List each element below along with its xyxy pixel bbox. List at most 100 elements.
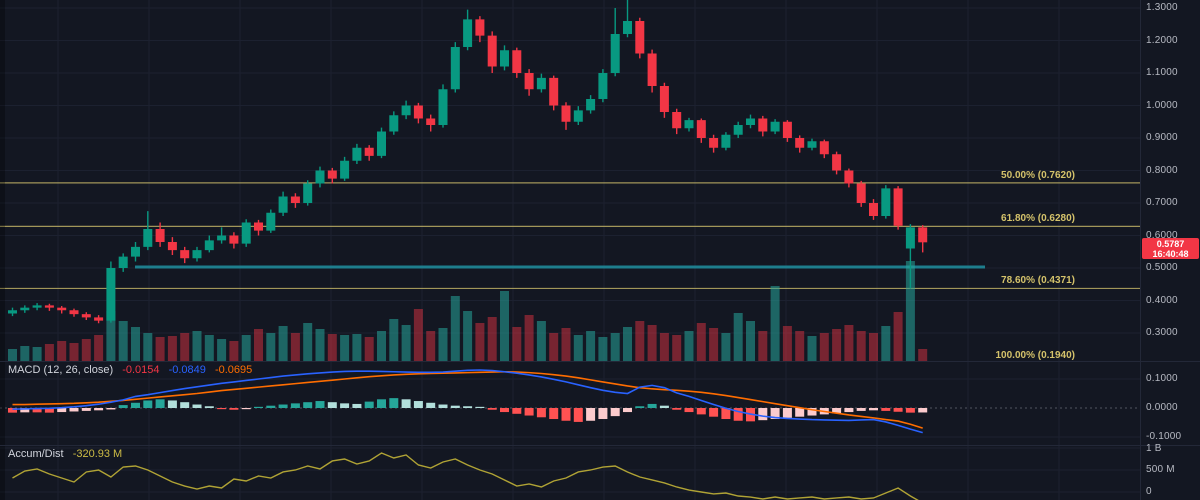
fib-level-label[interactable]: 50.00% (0.7620) bbox=[1001, 169, 1075, 181]
fib-level-label[interactable]: 100.00% (0.1940) bbox=[995, 350, 1075, 361]
macd-histogram-bar bbox=[795, 408, 805, 417]
candle-body bbox=[426, 118, 436, 125]
macd-histogram-bar bbox=[81, 408, 91, 411]
macd-histogram-bar bbox=[340, 403, 350, 408]
candle-body bbox=[709, 138, 719, 148]
macd-histogram-bar bbox=[32, 408, 42, 413]
volume-bar bbox=[413, 309, 423, 361]
volume-bar bbox=[770, 286, 780, 361]
macd-histogram-bar bbox=[413, 401, 423, 408]
candle-body bbox=[696, 120, 706, 138]
macd-main-line bbox=[12, 369, 923, 434]
volume-bar bbox=[450, 296, 460, 361]
candle-body bbox=[549, 77, 559, 106]
candle-body bbox=[672, 112, 682, 129]
candle-body bbox=[487, 35, 497, 67]
candle-body bbox=[167, 242, 177, 251]
volume-bar bbox=[143, 333, 153, 361]
macd-histogram-bar bbox=[450, 405, 460, 408]
volume-bar bbox=[709, 328, 719, 361]
volume-bar bbox=[315, 329, 325, 361]
accdist-value: -320.93 M bbox=[72, 448, 123, 460]
candle-body bbox=[647, 53, 657, 86]
macd-histogram-bar bbox=[524, 408, 534, 416]
macd-histogram-bar bbox=[44, 408, 54, 413]
candle-body bbox=[32, 305, 42, 308]
candle-body bbox=[217, 235, 227, 241]
main-pane[interactable] bbox=[0, 0, 1140, 367]
main-pane-overlay: 50.00% (0.7620) 61.80% (0.6280) 78.60% (0.… bbox=[995, 169, 1075, 361]
macd-legend[interactable]: MACD (12, 26, close) -0.0154 -0.0849 -0.… bbox=[8, 364, 258, 376]
fib-level-label[interactable]: 78.60% (0.4371) bbox=[1001, 275, 1075, 287]
volume-bar bbox=[795, 331, 805, 361]
volume-bar bbox=[352, 334, 362, 361]
volume-bar bbox=[81, 339, 91, 361]
pane-separator-macd[interactable] bbox=[0, 361, 1200, 362]
macd-signal-line bbox=[12, 370, 923, 429]
candle-body bbox=[229, 235, 239, 244]
candle-body bbox=[131, 246, 140, 257]
candle-body bbox=[389, 115, 399, 132]
candle-body bbox=[463, 19, 473, 47]
candle-body bbox=[143, 229, 153, 247]
volume-bar bbox=[623, 327, 632, 361]
macd-histogram-bar bbox=[229, 408, 239, 410]
candle-body bbox=[623, 21, 632, 34]
macd-histogram-bar bbox=[155, 399, 165, 408]
macd-histogram-bar bbox=[401, 399, 411, 408]
macd-histogram-bar bbox=[290, 403, 300, 408]
candle-body bbox=[278, 196, 288, 213]
volume-bar bbox=[118, 321, 128, 361]
pane-separator-accdist[interactable] bbox=[0, 445, 1200, 446]
candles bbox=[8, 0, 928, 324]
candle-body bbox=[20, 307, 30, 311]
accdist-legend[interactable]: Accum/Dist -320.93 M bbox=[8, 448, 128, 460]
macd-histogram-bar bbox=[204, 406, 214, 408]
accdist-curve bbox=[12, 452, 919, 500]
volume-bar bbox=[241, 335, 251, 361]
macd-pane[interactable] bbox=[0, 369, 1140, 434]
volume-bar bbox=[340, 335, 350, 361]
candle-body bbox=[795, 138, 805, 148]
last-price-badge: 0.5787 16:40:48 bbox=[1142, 238, 1199, 259]
volume-bar bbox=[389, 319, 399, 361]
macd-histogram-bar bbox=[586, 408, 596, 421]
candle-body bbox=[561, 105, 571, 122]
volume-bar bbox=[586, 331, 596, 361]
volume-bar bbox=[327, 334, 337, 361]
volume-bar bbox=[463, 311, 473, 361]
candle-body bbox=[352, 147, 362, 161]
macd-histogram-bar bbox=[721, 408, 731, 420]
candle-body bbox=[881, 188, 891, 216]
macd-histogram-bar bbox=[770, 408, 780, 420]
candle-body bbox=[746, 118, 755, 125]
macd-histogram-bar bbox=[266, 405, 276, 408]
macd-histogram-bar bbox=[118, 405, 128, 408]
candle-body bbox=[413, 105, 423, 119]
volume-bar bbox=[131, 327, 140, 361]
macd-histogram-bar bbox=[536, 408, 546, 418]
candle-body bbox=[340, 160, 350, 179]
macd-histogram-bar bbox=[561, 408, 571, 421]
macd-histogram-bar bbox=[8, 408, 17, 413]
macd-histogram-bar bbox=[573, 408, 583, 422]
candle-body bbox=[450, 47, 460, 90]
volume-bar bbox=[549, 333, 559, 361]
candle-body bbox=[475, 19, 485, 36]
candle-body bbox=[684, 120, 694, 129]
accdist-pane[interactable] bbox=[12, 452, 923, 500]
macd-histogram-bar bbox=[782, 408, 792, 418]
macd-histogram-bar bbox=[512, 408, 522, 414]
volume-bar bbox=[807, 336, 817, 361]
fib-level-label[interactable]: 61.80% (0.6280) bbox=[1001, 213, 1075, 225]
candle-body bbox=[69, 310, 79, 315]
candle-body bbox=[659, 86, 669, 112]
macd-histogram-bar bbox=[180, 402, 190, 408]
volume-bar bbox=[684, 331, 694, 361]
macd-histogram-bar bbox=[389, 398, 399, 408]
macd-histogram-bar bbox=[549, 408, 559, 420]
macd-signal-value: -0.0695 bbox=[214, 364, 253, 376]
macd-histogram-bar bbox=[131, 402, 140, 408]
candle-body bbox=[241, 222, 251, 244]
